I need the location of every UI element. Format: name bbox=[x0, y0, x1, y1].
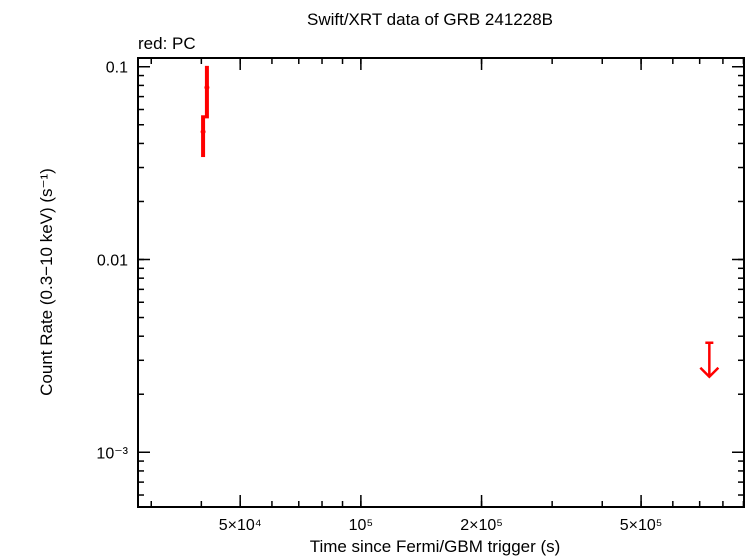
chart-title: Swift/XRT data of GRB 241228B bbox=[307, 10, 553, 29]
subtitle: red: PC bbox=[138, 34, 196, 53]
x-tick-label: 5×10⁵ bbox=[620, 517, 663, 534]
data-point bbox=[200, 129, 206, 135]
y-tick-label: 0.01 bbox=[97, 252, 128, 269]
y-tick-label: 0.1 bbox=[106, 60, 128, 77]
x-axis-label: Time since Fermi/GBM trigger (s) bbox=[310, 537, 561, 556]
x-tick-label: 10⁵ bbox=[349, 517, 373, 534]
plot-frame bbox=[137, 57, 745, 508]
y-tick-label: 10⁻³ bbox=[96, 445, 128, 462]
x-tick-label: 5×10⁴ bbox=[219, 517, 262, 534]
y-axis-label: Count Rate (0.3−10 keV) (s⁻¹) bbox=[37, 168, 56, 396]
data-point bbox=[204, 85, 210, 91]
x-tick-label: 2×10⁵ bbox=[460, 517, 503, 534]
upper-limit bbox=[699, 341, 720, 379]
